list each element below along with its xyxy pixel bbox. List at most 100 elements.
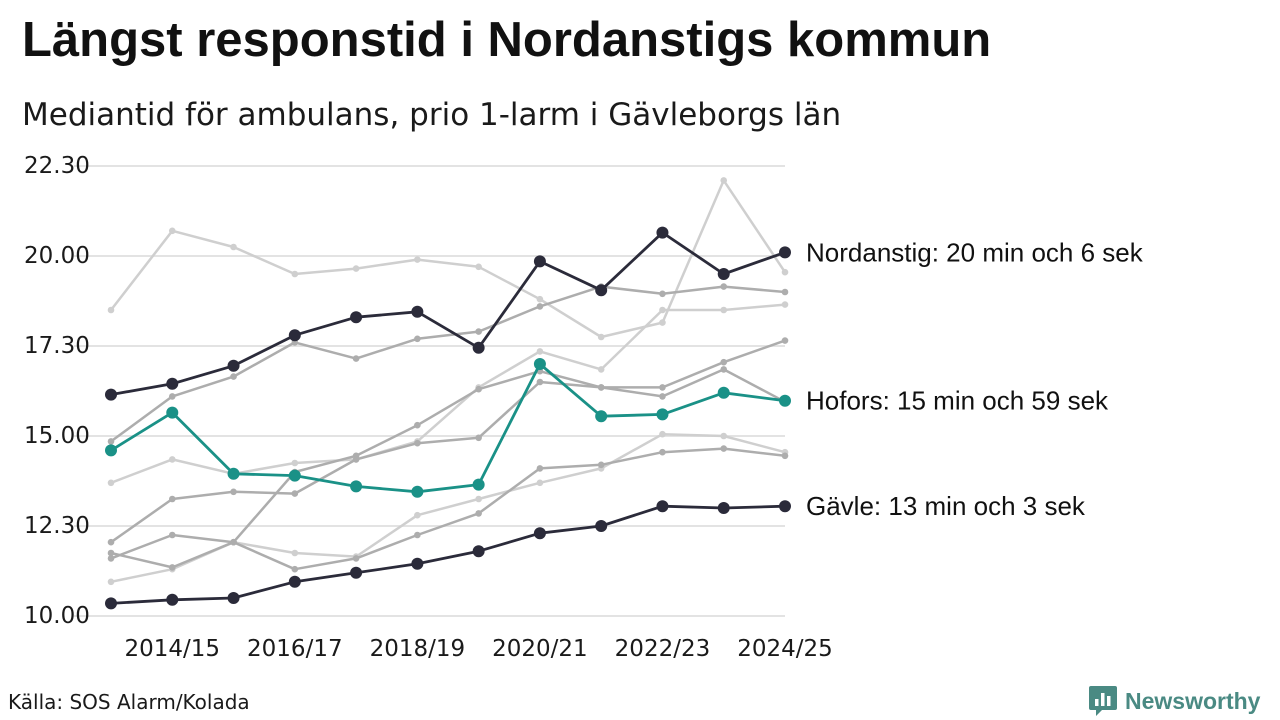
series-övrig-kommun-g (107, 445, 789, 573)
data-point (230, 538, 237, 546)
series-line-övrig-kommun-a (109, 179, 787, 339)
highlighted-series (105, 226, 791, 610)
data-point (227, 359, 240, 372)
data-point (352, 355, 360, 362)
data-point (533, 358, 546, 370)
data-point (168, 564, 176, 571)
data-point (414, 256, 421, 263)
series-end-label: Gävle: 13 min och 3 sek (806, 491, 1086, 521)
data-point (105, 597, 117, 610)
data-point (717, 502, 730, 514)
data-point (475, 328, 482, 335)
y-tick-label: 22.30 (24, 153, 90, 179)
data-point (536, 479, 544, 487)
data-point (105, 388, 117, 401)
grid-layer (74, 165, 785, 617)
data-point (168, 531, 176, 539)
data-point (656, 500, 669, 513)
data-point (779, 246, 791, 259)
y-tick-label: 17.30 (24, 333, 90, 359)
data-point (536, 303, 544, 310)
data-point (166, 406, 179, 419)
data-point (350, 480, 363, 493)
data-point (168, 456, 176, 463)
data-point (595, 410, 608, 423)
data-point (291, 549, 299, 557)
x-tick-label: 2022/23 (615, 636, 711, 662)
data-point (659, 290, 666, 298)
series-line-hofors (109, 362, 787, 494)
x-tick-label: 2014/15 (124, 636, 220, 662)
data-point (659, 306, 666, 314)
data-point (536, 465, 544, 472)
data-point (659, 384, 666, 391)
data-point (781, 288, 789, 296)
data-point (168, 495, 176, 503)
data-point (597, 461, 605, 469)
data-point (475, 385, 482, 393)
data-point (291, 565, 299, 573)
x-axis-ticks: 2014/15 2016/17 2018/19 2020/21 2022/23 2024/… (124, 636, 832, 662)
data-point (720, 177, 728, 184)
data-point (536, 348, 544, 355)
data-point (288, 575, 301, 588)
series-end-label: Hofors: 15 min och 59 sek (806, 386, 1109, 416)
data-point (475, 263, 482, 271)
series-line-nordanstig (109, 231, 787, 397)
data-point (720, 366, 728, 373)
data-point (291, 459, 299, 467)
source-note: Källa: SOS Alarm/Kolada (8, 690, 250, 714)
data-point (720, 358, 728, 366)
data-point (659, 448, 666, 456)
data-point (411, 305, 424, 318)
series-övrig-kommun-e (107, 366, 789, 546)
series-line-övrig-kommun-d (109, 339, 787, 569)
y-tick-label: 10.00 (24, 603, 90, 629)
data-point (472, 478, 485, 491)
x-tick-label: 2024/25 (737, 636, 833, 662)
data-point (227, 592, 240, 604)
data-point (411, 557, 424, 570)
series-line-övrig-kommun-g (109, 447, 787, 571)
data-point (536, 378, 544, 386)
data-point (779, 394, 791, 407)
data-point (107, 306, 115, 314)
data-point (656, 226, 669, 239)
data-point (720, 306, 728, 314)
data-point (597, 333, 605, 341)
data-point (717, 386, 730, 399)
chart-title: Längst responstid i Nordanstigs kommun (22, 13, 992, 67)
series-övrig-kommun-d (107, 337, 789, 571)
data-point (168, 393, 176, 400)
data-point (781, 452, 789, 460)
series-labels: Hofors: 15 min och 59 sek Nordanstig: 20 … (806, 237, 1144, 521)
data-point (227, 467, 240, 480)
data-point (414, 531, 421, 539)
data-point (659, 393, 666, 400)
data-point (414, 511, 421, 519)
data-point (720, 432, 728, 440)
data-point (350, 566, 363, 579)
data-point (720, 445, 728, 452)
data-point (414, 421, 421, 429)
data-point (230, 373, 237, 380)
data-point (414, 335, 421, 343)
y-tick-label: 20.00 (24, 243, 90, 269)
data-point (659, 430, 666, 438)
data-point (472, 545, 485, 558)
data-point (475, 434, 482, 442)
series-gävle (105, 500, 791, 610)
series-övrig-kommun-a (107, 177, 789, 341)
data-point (414, 439, 421, 447)
data-point (411, 485, 424, 498)
data-point (230, 488, 237, 496)
series-line-gävle (109, 504, 787, 605)
data-point (107, 479, 115, 487)
data-point (720, 283, 728, 290)
y-tick-label: 12.30 (24, 513, 90, 539)
data-point (107, 555, 115, 562)
data-point (352, 456, 360, 463)
data-point (168, 227, 176, 235)
series-hofors (105, 358, 791, 498)
